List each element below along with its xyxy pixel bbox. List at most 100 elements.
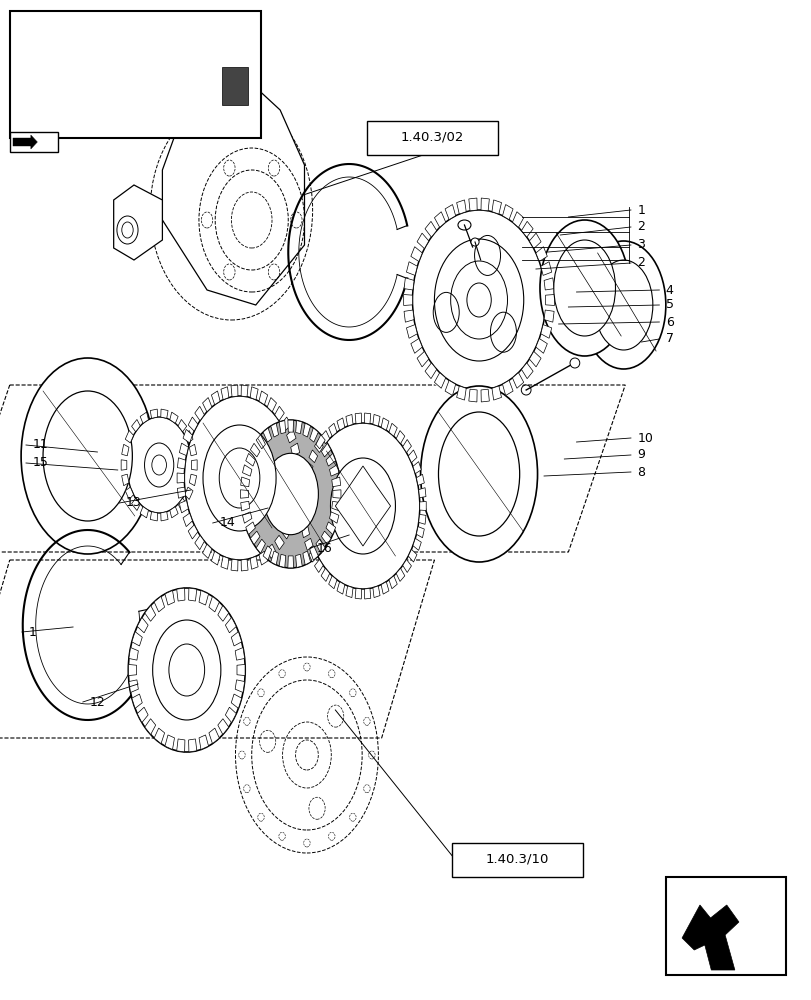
Polygon shape bbox=[521, 363, 533, 379]
Ellipse shape bbox=[450, 261, 507, 339]
Polygon shape bbox=[250, 443, 260, 457]
Polygon shape bbox=[299, 501, 306, 511]
Polygon shape bbox=[217, 605, 229, 621]
Polygon shape bbox=[321, 531, 331, 545]
Polygon shape bbox=[424, 363, 436, 379]
Ellipse shape bbox=[306, 423, 419, 589]
Polygon shape bbox=[388, 576, 397, 589]
Polygon shape bbox=[408, 549, 417, 562]
Polygon shape bbox=[303, 423, 310, 437]
Polygon shape bbox=[202, 544, 212, 558]
Polygon shape bbox=[543, 278, 553, 290]
Text: 10: 10 bbox=[637, 432, 653, 444]
Polygon shape bbox=[329, 465, 338, 476]
Polygon shape bbox=[256, 539, 265, 553]
Polygon shape bbox=[256, 435, 265, 449]
Polygon shape bbox=[182, 513, 192, 527]
Polygon shape bbox=[279, 554, 285, 567]
Polygon shape bbox=[137, 707, 148, 723]
Polygon shape bbox=[294, 473, 302, 483]
Polygon shape bbox=[240, 477, 249, 487]
Polygon shape bbox=[325, 453, 335, 466]
Polygon shape bbox=[121, 460, 127, 470]
Polygon shape bbox=[125, 487, 133, 500]
Polygon shape bbox=[185, 487, 193, 500]
Polygon shape bbox=[161, 409, 168, 418]
Ellipse shape bbox=[457, 220, 470, 230]
Ellipse shape bbox=[470, 238, 478, 246]
Ellipse shape bbox=[330, 458, 395, 554]
Polygon shape bbox=[404, 278, 414, 290]
Polygon shape bbox=[332, 501, 341, 511]
Polygon shape bbox=[295, 421, 302, 434]
Polygon shape bbox=[122, 474, 129, 486]
Polygon shape bbox=[185, 430, 193, 443]
Polygon shape bbox=[286, 429, 296, 443]
Text: 1.40.3/10: 1.40.3/10 bbox=[485, 852, 548, 865]
Polygon shape bbox=[271, 551, 278, 565]
Ellipse shape bbox=[263, 453, 318, 535]
Polygon shape bbox=[332, 477, 341, 487]
Polygon shape bbox=[177, 487, 186, 498]
Polygon shape bbox=[154, 596, 165, 612]
Ellipse shape bbox=[521, 385, 530, 395]
Polygon shape bbox=[321, 443, 331, 457]
Polygon shape bbox=[144, 605, 156, 621]
Polygon shape bbox=[281, 417, 290, 431]
Polygon shape bbox=[177, 473, 184, 483]
Polygon shape bbox=[364, 588, 371, 599]
Polygon shape bbox=[242, 512, 251, 523]
Polygon shape bbox=[529, 233, 540, 249]
Polygon shape bbox=[396, 568, 405, 581]
Polygon shape bbox=[380, 418, 388, 430]
Polygon shape bbox=[408, 450, 417, 463]
Polygon shape bbox=[144, 719, 156, 735]
Text: 11: 11 bbox=[32, 438, 48, 452]
Polygon shape bbox=[529, 351, 540, 367]
FancyBboxPatch shape bbox=[452, 843, 582, 877]
Polygon shape bbox=[242, 465, 251, 476]
Text: 8: 8 bbox=[637, 466, 645, 479]
Polygon shape bbox=[491, 386, 501, 400]
Ellipse shape bbox=[466, 283, 491, 317]
Polygon shape bbox=[480, 389, 489, 402]
Polygon shape bbox=[468, 389, 477, 402]
Polygon shape bbox=[396, 431, 405, 444]
Polygon shape bbox=[418, 488, 426, 498]
Polygon shape bbox=[188, 417, 198, 431]
Polygon shape bbox=[380, 582, 388, 594]
Ellipse shape bbox=[184, 396, 294, 560]
Polygon shape bbox=[169, 412, 178, 423]
Polygon shape bbox=[241, 559, 247, 571]
Polygon shape bbox=[137, 617, 148, 633]
Polygon shape bbox=[540, 262, 551, 275]
Polygon shape bbox=[231, 559, 238, 571]
Polygon shape bbox=[189, 444, 196, 456]
Polygon shape bbox=[299, 488, 307, 498]
Polygon shape bbox=[512, 212, 523, 227]
Polygon shape bbox=[419, 501, 426, 511]
Ellipse shape bbox=[176, 626, 189, 644]
Polygon shape bbox=[179, 443, 188, 456]
Polygon shape bbox=[329, 512, 338, 523]
Polygon shape bbox=[281, 525, 290, 539]
Polygon shape bbox=[417, 233, 428, 249]
Text: 6: 6 bbox=[665, 316, 673, 328]
Polygon shape bbox=[413, 462, 421, 474]
Polygon shape bbox=[208, 728, 219, 744]
Polygon shape bbox=[328, 423, 337, 436]
Polygon shape bbox=[246, 453, 255, 466]
Polygon shape bbox=[161, 512, 168, 521]
Ellipse shape bbox=[152, 455, 166, 475]
Polygon shape bbox=[140, 507, 148, 518]
Polygon shape bbox=[502, 380, 513, 395]
Ellipse shape bbox=[152, 620, 221, 720]
Polygon shape bbox=[444, 205, 455, 220]
Polygon shape bbox=[150, 409, 157, 418]
Polygon shape bbox=[416, 474, 424, 485]
Ellipse shape bbox=[581, 241, 665, 369]
Polygon shape bbox=[491, 200, 501, 214]
Polygon shape bbox=[263, 428, 272, 442]
Polygon shape bbox=[304, 538, 312, 550]
Polygon shape bbox=[406, 262, 417, 275]
